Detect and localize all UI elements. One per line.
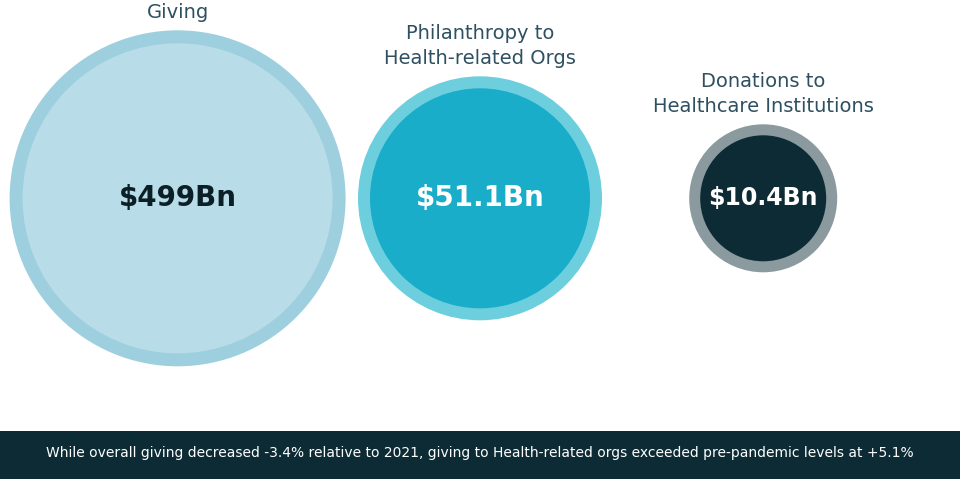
Circle shape	[358, 76, 602, 320]
Circle shape	[10, 30, 346, 366]
Circle shape	[23, 43, 332, 354]
Text: $499Bn: $499Bn	[119, 184, 236, 212]
Text: Philanthropy to
Health-related Orgs: Philanthropy to Health-related Orgs	[384, 24, 576, 68]
Circle shape	[370, 88, 590, 308]
Text: While overall giving decreased -3.4% relative to 2021, giving to Health-related : While overall giving decreased -3.4% rel…	[46, 445, 914, 460]
Text: Donations to
Healthcare Institutions: Donations to Healthcare Institutions	[653, 72, 874, 116]
Circle shape	[700, 135, 827, 262]
Text: Overall Nonprofit
Giving: Overall Nonprofit Giving	[94, 0, 261, 23]
Text: $51.1Bn: $51.1Bn	[416, 184, 544, 212]
Circle shape	[689, 125, 837, 272]
Text: $10.4Bn: $10.4Bn	[708, 186, 818, 210]
